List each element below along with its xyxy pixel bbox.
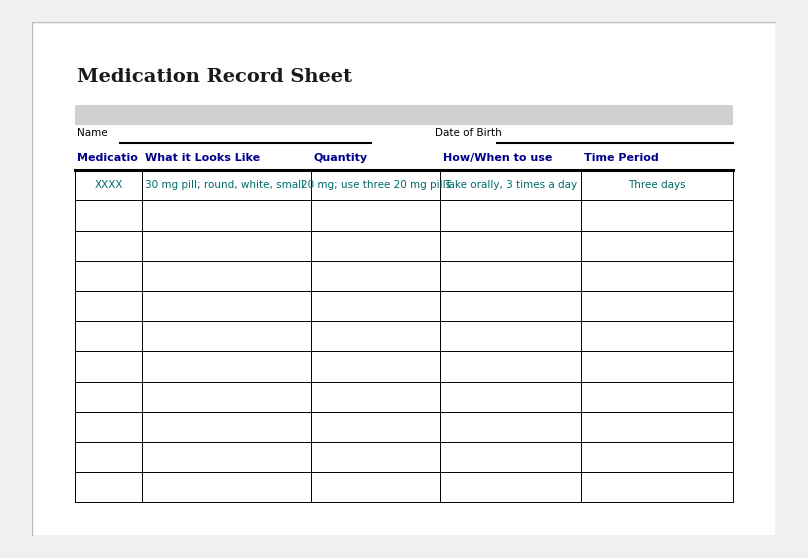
Text: Quantity: Quantity [314,153,368,163]
Text: Date of Birth: Date of Birth [436,128,502,138]
Bar [75,105,733,125]
Text: Medicatio: Medicatio [77,153,138,163]
Text: How/When to use: How/When to use [443,153,552,163]
Text: XXXX: XXXX [95,180,123,190]
Text: 30 mg pill; round, white, small: 30 mg pill; round, white, small [145,180,305,190]
Text: Time Period: Time Period [584,153,659,163]
Text: 20 mg; use three 20 mg pills: 20 mg; use three 20 mg pills [301,180,451,190]
Text: Three days: Three days [628,180,685,190]
Text: Take orally, 3 times a day: Take orally, 3 times a day [444,180,577,190]
Text: Name: Name [77,128,107,138]
Text: Medication Record Sheet: Medication Record Sheet [77,69,352,86]
Text: What it Looks Like: What it Looks Like [145,153,260,163]
